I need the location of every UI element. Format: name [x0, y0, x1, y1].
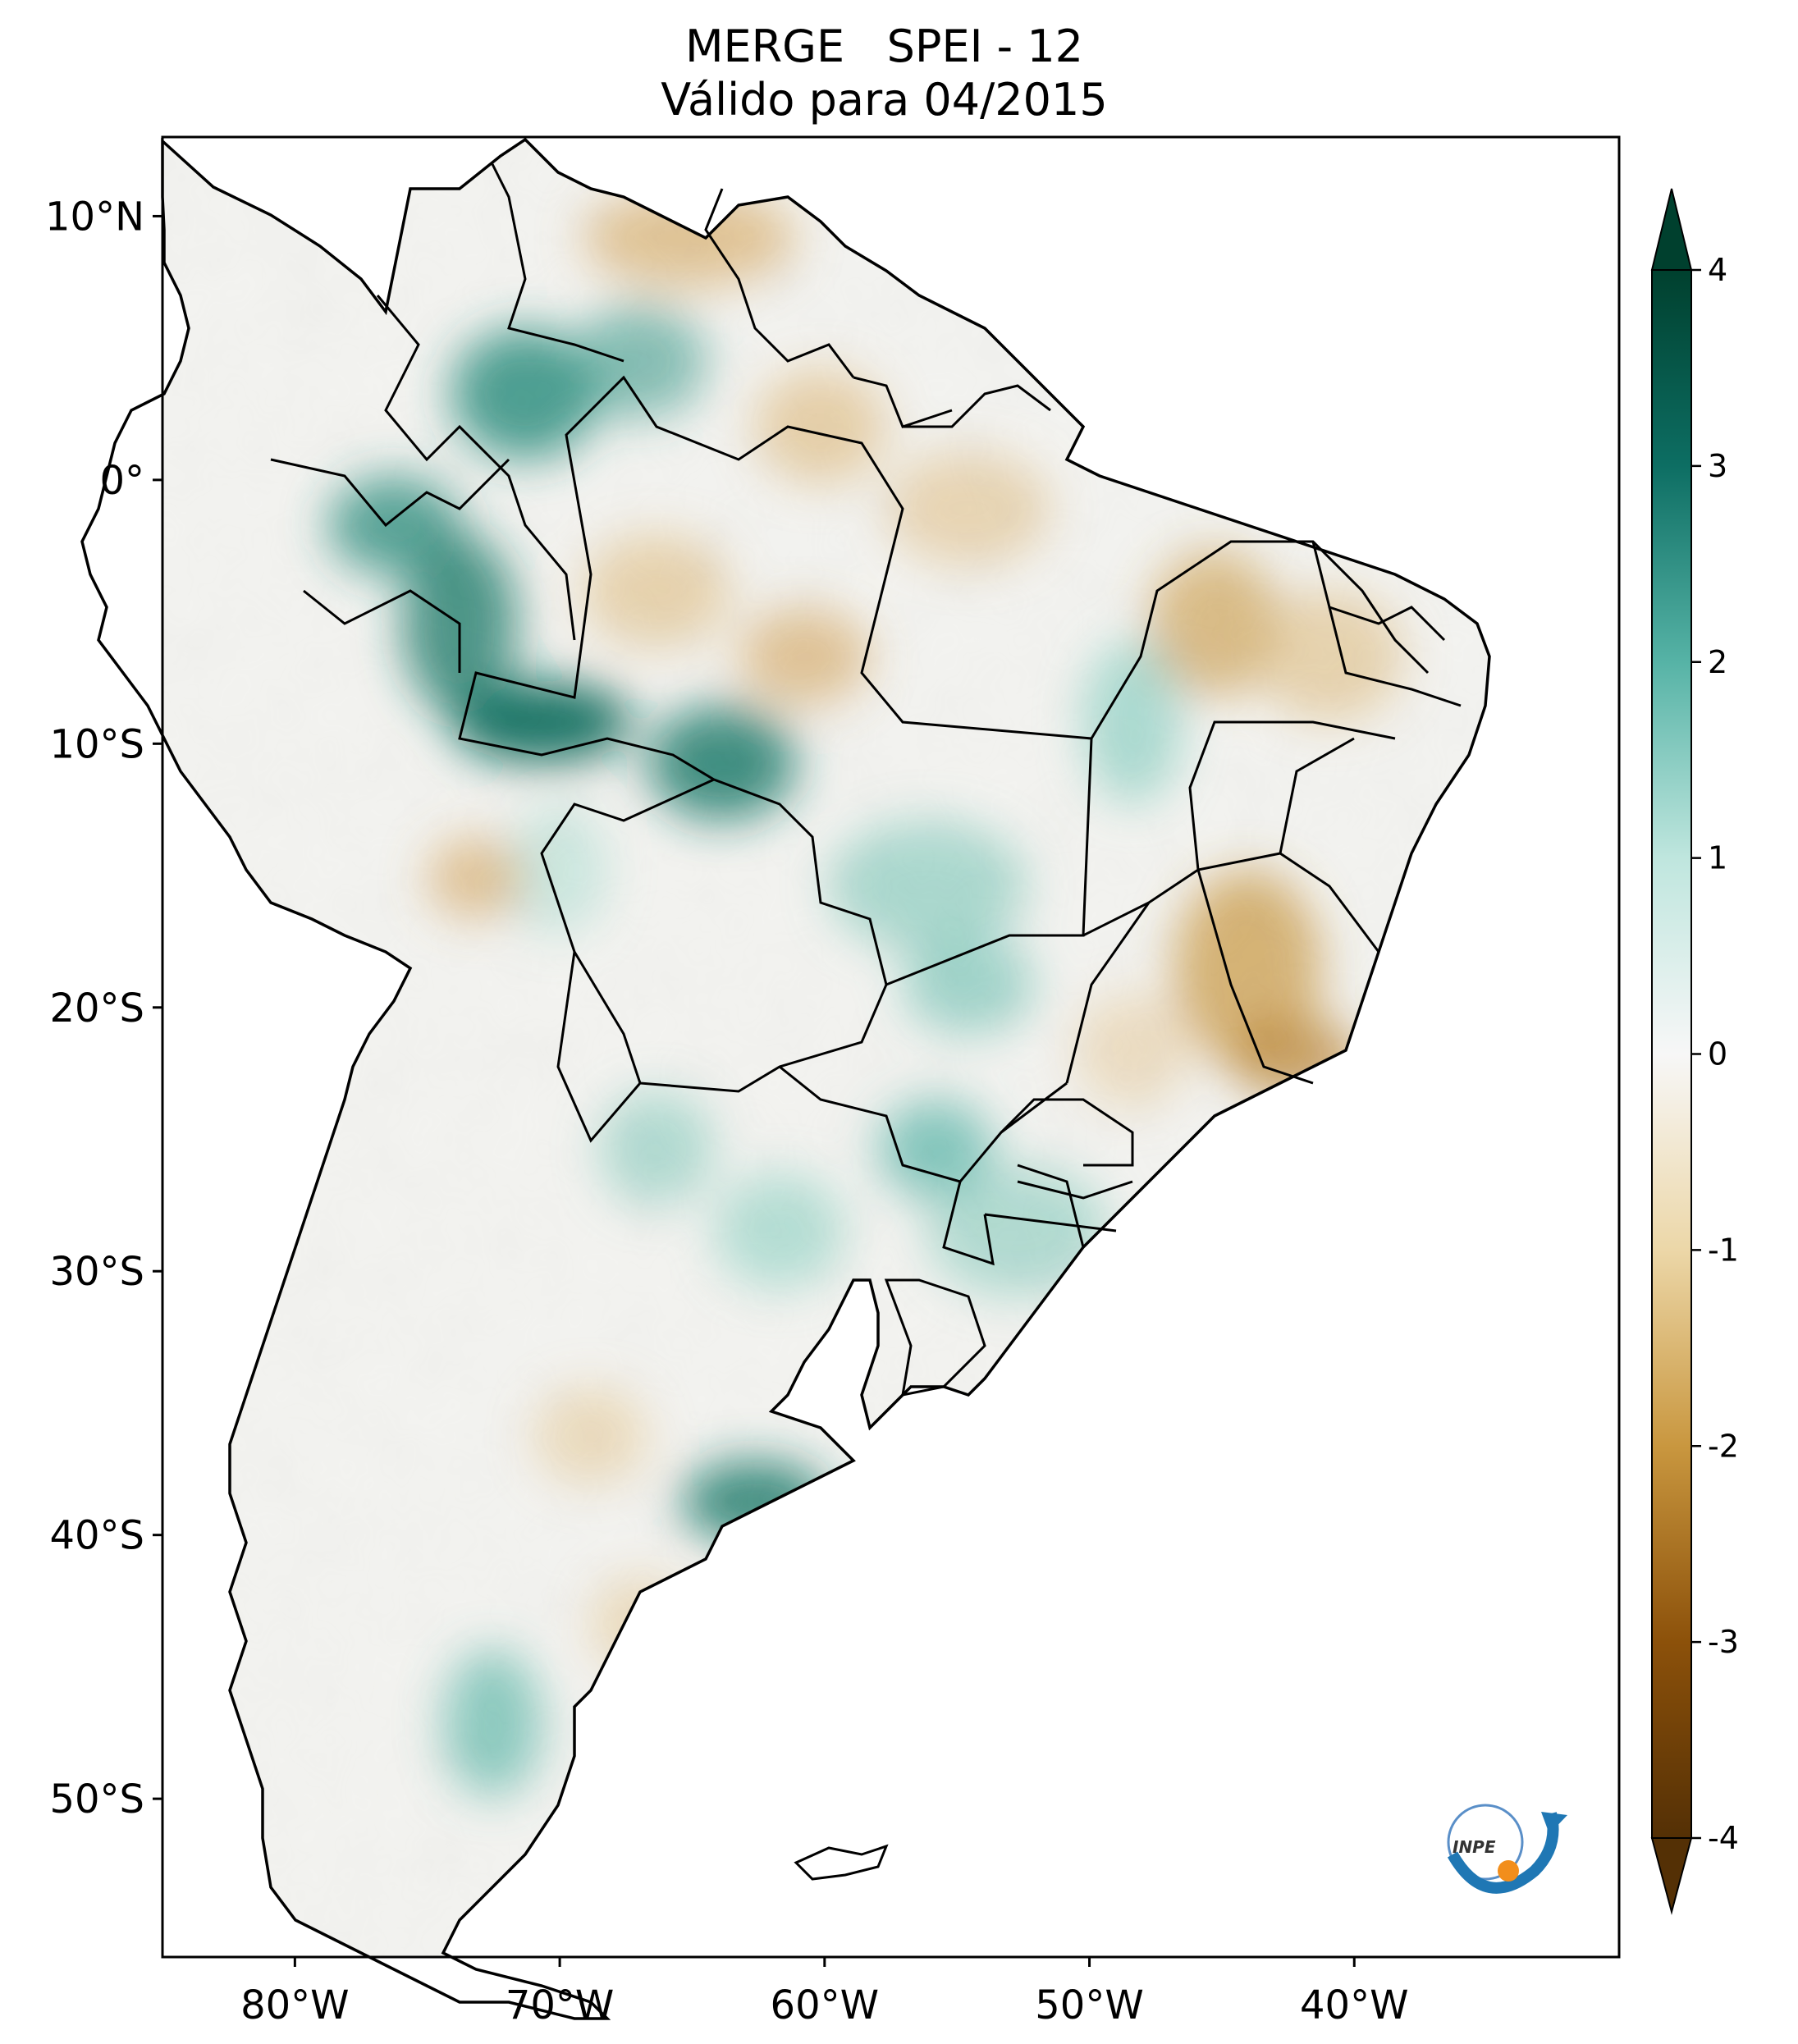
colorbar-extend-max [1650, 188, 1693, 271]
colorbar-tick-label: 2 [1708, 644, 1727, 680]
falkland-islands [794, 1844, 889, 1881]
y-tick-label: 10°S [49, 721, 144, 767]
logo-swoosh-icon [1447, 1812, 1559, 1894]
colorbar-extend-min [1650, 1837, 1693, 1915]
map-title-line2: Válido para 04/2015 [661, 74, 1108, 126]
logo-orbit-icon [1447, 1804, 1524, 1881]
y-tick-label: 30°S [49, 1249, 144, 1295]
logo-sun-icon [1498, 1860, 1519, 1882]
y-tick-label: 10°N [45, 194, 144, 240]
x-tick-label: 70°W [506, 1982, 615, 2028]
x-tick-label: 80°W [240, 1982, 350, 2028]
country-borders [270, 163, 1462, 1397]
map-frame [161, 135, 1621, 1959]
x-tick-label: 50°W [1035, 1982, 1144, 2028]
x-axis: 80°W 70°W 60°W 50°W 40°W [240, 1957, 1409, 2028]
y-tick-label: 0° [99, 458, 144, 504]
colorbar-tick-label: 3 [1708, 448, 1727, 484]
colorbar-tick-label: -2 [1708, 1428, 1739, 1464]
colorbar-tick-label: 4 [1708, 252, 1727, 288]
colorbar-gradient [1651, 269, 1692, 1839]
x-tick-label: 40°W [1300, 1982, 1409, 2028]
logo-arrow-icon [1541, 1812, 1567, 1834]
inpe-logo: INPE [1447, 1804, 1567, 1894]
colorbar-tick-label: 0 [1708, 1036, 1727, 1072]
colorbar: 4 3 2 1 0 -1 -2 -3 -4 [1650, 188, 1739, 1915]
map-title-line1: MERGE SPEI - 12 [684, 21, 1084, 72]
y-axis: 10°N 0° 10°S 20°S 30°S 40°S 50°S [45, 194, 162, 1822]
colorbar-tick-label: 1 [1708, 840, 1727, 876]
y-tick-label: 20°S [49, 985, 144, 1031]
x-tick-label: 60°W [771, 1982, 880, 2028]
y-tick-label: 50°S [49, 1776, 144, 1822]
colorbar-tick-label: -3 [1708, 1624, 1739, 1660]
colorbar-tick-label: -4 [1708, 1820, 1739, 1856]
y-tick-label: 40°S [49, 1513, 144, 1559]
colorbar-tick-label: -1 [1708, 1232, 1739, 1268]
logo-text: INPE [1453, 1837, 1496, 1857]
